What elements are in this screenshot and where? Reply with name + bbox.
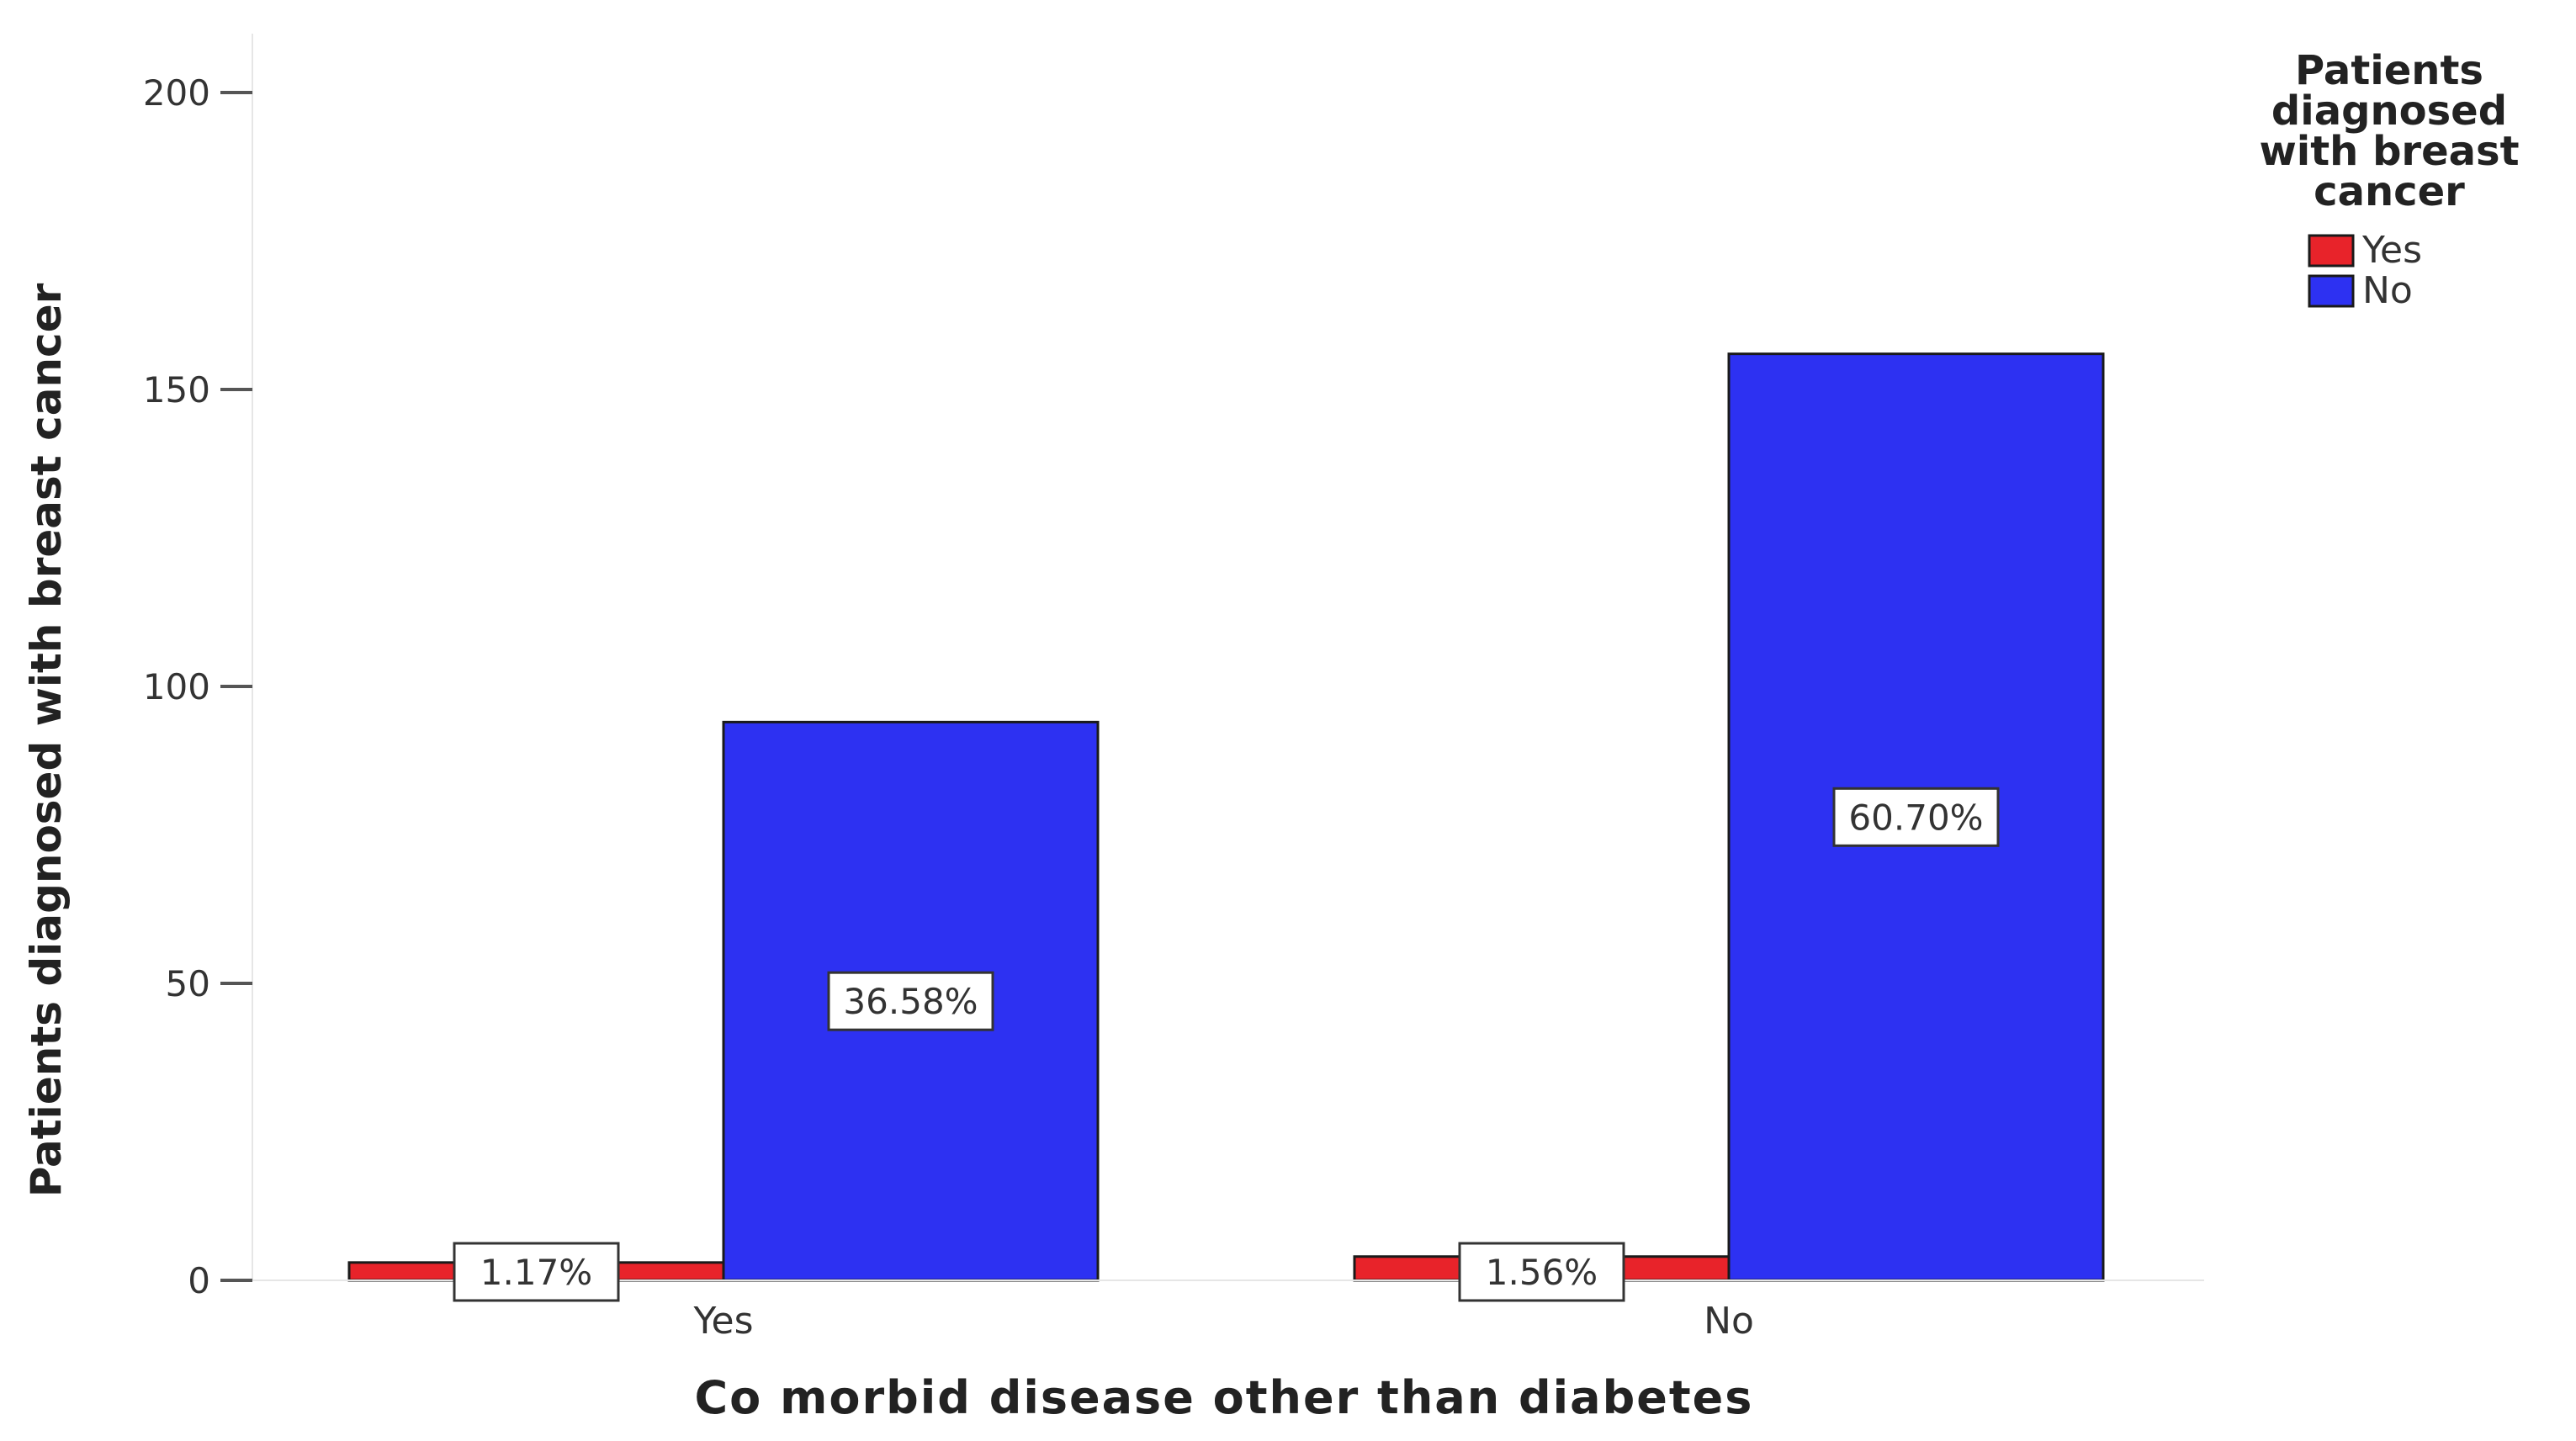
data-label-text: 36.58% bbox=[843, 981, 978, 1022]
bar-no-yes bbox=[722, 720, 1100, 1282]
data-labels: 1.17% 36.58% 1.56% 60.70% bbox=[453, 787, 2000, 1302]
legend-title-line: Patients bbox=[2295, 47, 2483, 94]
data-label: 1.17% bbox=[453, 1242, 620, 1302]
data-label-text: 1.56% bbox=[1486, 1252, 1598, 1293]
legend-label: Yes bbox=[2361, 229, 2422, 272]
y-tick-label: 100 bbox=[143, 666, 210, 707]
data-label-box bbox=[1458, 1242, 1625, 1302]
data-label-box bbox=[827, 971, 994, 1031]
y-tick-label: 0 bbox=[188, 1260, 210, 1301]
data-label-box bbox=[1832, 787, 2000, 847]
x-axis-title: Co morbid disease other than diabetes bbox=[695, 1371, 1754, 1424]
data-label: 36.58% bbox=[827, 971, 994, 1031]
legend-label: No bbox=[2362, 269, 2413, 312]
x-category-label: Yes bbox=[692, 1300, 753, 1343]
data-label: 1.56% bbox=[1458, 1242, 1625, 1302]
legend-title-line: diagnosed bbox=[2271, 87, 2507, 135]
legend-title-line: with breast bbox=[2259, 128, 2519, 175]
x-axis: Yes No bbox=[252, 1279, 2204, 1343]
y-axis: 0 50 100 150 200 bbox=[143, 34, 253, 1301]
y-tick-label: 50 bbox=[166, 963, 210, 1004]
legend-swatch bbox=[2308, 234, 2355, 268]
bars bbox=[347, 352, 2105, 1282]
y-tick-label: 200 bbox=[143, 72, 210, 114]
data-label-text: 1.17% bbox=[480, 1252, 592, 1293]
y-axis-title: Patients diagnosed with breast cancer bbox=[22, 283, 71, 1197]
data-label-box bbox=[453, 1242, 620, 1302]
legend-title-line: cancer bbox=[2314, 168, 2465, 215]
x-category-label: No bbox=[1704, 1300, 1754, 1343]
y-tick-label: 150 bbox=[143, 369, 210, 411]
data-label-text: 60.70% bbox=[1848, 797, 1983, 838]
legend-swatch bbox=[2308, 274, 2355, 308]
data-label: 60.70% bbox=[1832, 787, 2000, 847]
